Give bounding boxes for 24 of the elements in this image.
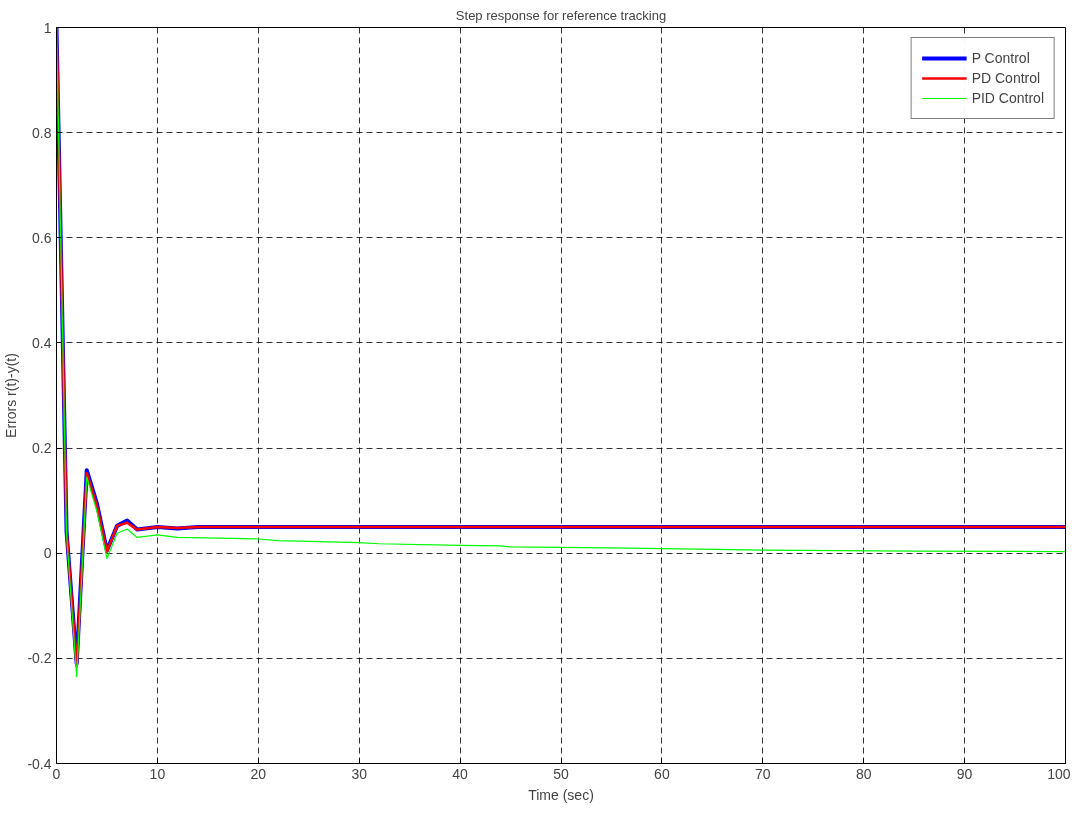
x-tick-label: 80 (855, 765, 872, 782)
y-tick-label: 0.4 (32, 334, 52, 351)
legend-label: PID Control (971, 90, 1044, 106)
legend-label: P Control (971, 50, 1030, 66)
x-tick-label: 50 (553, 765, 569, 782)
y-tick-label: 0.8 (32, 124, 52, 141)
x-tick-label: 60 (654, 765, 670, 782)
x-tick-label: 40 (452, 765, 469, 782)
x-axis-title: Time (sec) (528, 786, 594, 803)
y-tick-label: 0.2 (32, 440, 52, 457)
legend-label: PD Control (971, 70, 1041, 86)
y-tick-label: 0 (43, 545, 52, 562)
x-tick-label: 10 (149, 765, 166, 782)
x-tick-label: 100 (1047, 765, 1071, 782)
x-tick-label: 90 (956, 765, 973, 782)
y-tick-label: 1 (43, 19, 52, 36)
x-tick-label: 70 (755, 765, 771, 782)
chart-title: Step response for reference tracking (455, 7, 667, 23)
y-tick-label: 0.6 (32, 229, 52, 246)
y-tick-label: -0.4 (27, 755, 52, 772)
x-tick-label: 20 (250, 765, 267, 782)
x-tick-label: 30 (351, 765, 368, 782)
y-axis-title: Errors r(t)-y(t) (3, 353, 20, 438)
y-tick-label: -0.2 (27, 650, 52, 667)
